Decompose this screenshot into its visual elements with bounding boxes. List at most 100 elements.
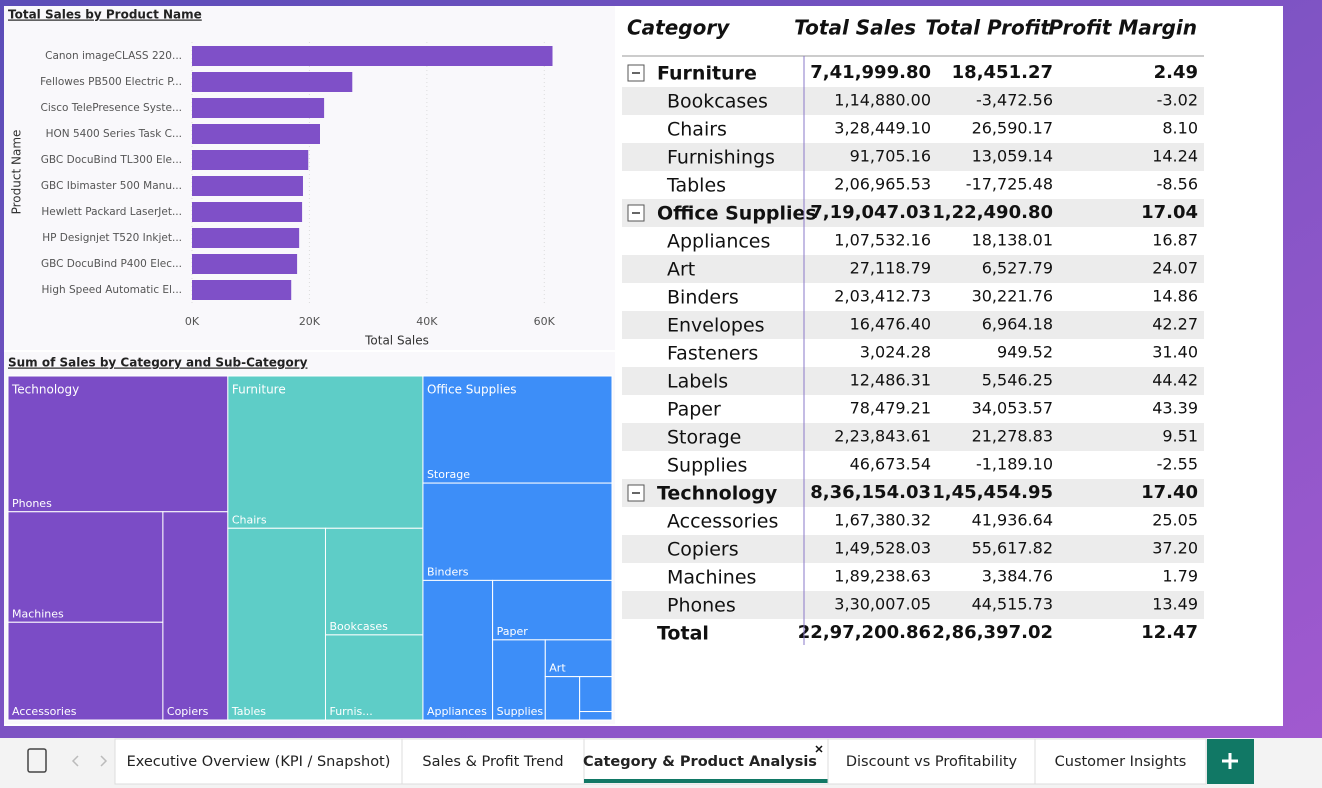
- sub-name: Furnishings: [667, 147, 775, 169]
- cell: -3.02: [1157, 91, 1198, 110]
- cell: 26,590.17: [972, 119, 1053, 138]
- cell: 41,936.64: [972, 511, 1053, 530]
- cell: -3,472.56: [976, 91, 1053, 110]
- sub-name: Labels: [667, 371, 728, 393]
- tile-label: Accessories: [12, 705, 77, 718]
- cell: 1.79: [1162, 567, 1198, 586]
- y-axis-title: Product Name: [10, 130, 24, 215]
- tab-label[interactable]: Category & Product Analysis: [583, 754, 817, 770]
- cell: 1,22,490.80: [932, 202, 1053, 223]
- bar: [192, 46, 553, 66]
- tab-label[interactable]: Sales & Profit Trend: [422, 754, 563, 770]
- cell: 25.05: [1152, 511, 1198, 530]
- sub-name: Chairs: [667, 119, 727, 141]
- bar: [192, 280, 292, 300]
- tab-close[interactable]: [815, 745, 823, 753]
- tab-underline: [584, 779, 828, 783]
- tab[interactable]: [827, 738, 1036, 785]
- row-band: [622, 367, 1204, 395]
- group-label: Office Supplies: [427, 383, 517, 397]
- cell: 30,221.76: [972, 287, 1053, 306]
- tab[interactable]: [1034, 738, 1207, 785]
- bar-chart: Total Sales by Product Name 0K 20K 40K 60K To…: [8, 8, 556, 348]
- sub-name: Copiers: [667, 539, 739, 561]
- cell: 3,28,449.10: [834, 119, 931, 138]
- y-tick-label: HP Designjet T520 Inkjet...: [42, 232, 182, 244]
- y-tick-label: GBC DocuBind TL300 Ele...: [41, 154, 182, 166]
- cell: 24.07: [1152, 259, 1198, 278]
- cell: 8.10: [1162, 119, 1198, 138]
- treemap-tile: [324, 634, 424, 721]
- bar: [192, 98, 325, 118]
- x-tick-label: 60K: [534, 315, 556, 328]
- group-name: Technology: [657, 483, 778, 505]
- treemap-tile: [544, 676, 581, 721]
- cell: 1,89,238.63: [834, 567, 931, 586]
- sub-name: Binders: [667, 287, 739, 309]
- cell: 7,41,999.80: [810, 62, 931, 83]
- sub-name: Appliances: [667, 231, 770, 253]
- cell: 14.86: [1152, 287, 1198, 306]
- tile-label: Paper: [497, 625, 529, 638]
- tab-prev[interactable]: [71, 755, 79, 767]
- tab[interactable]: [114, 738, 403, 785]
- tile-label: Chairs: [232, 513, 267, 526]
- tab[interactable]: [401, 738, 585, 785]
- column-header: Total Sales: [794, 16, 916, 40]
- sub-name: Phones: [667, 595, 736, 617]
- cell: 2.49: [1154, 62, 1198, 83]
- treemap-tile: [162, 511, 229, 721]
- tab-label[interactable]: Discount vs Profitability: [846, 754, 1018, 770]
- cell: 8,36,154.03: [810, 482, 931, 503]
- treemap-tile: [422, 579, 494, 721]
- sub-name: Fasteners: [667, 343, 758, 365]
- bar: [192, 228, 300, 248]
- group-label: Technology: [11, 383, 79, 397]
- cell: -2.55: [1157, 455, 1198, 474]
- cell: 17.04: [1141, 202, 1198, 223]
- tab-label[interactable]: Customer Insights: [1055, 754, 1187, 770]
- cell: 14.24: [1152, 147, 1198, 166]
- cell: -17,725.48: [966, 175, 1053, 194]
- tile-label: Phones: [12, 497, 52, 510]
- row-band: [622, 199, 1204, 227]
- treemap-tile: [492, 639, 546, 721]
- column-header: Total Profit: [925, 16, 1051, 40]
- y-tick-label: Hewlett Packard LaserJet...: [41, 206, 182, 218]
- cell: 1,07,532.16: [834, 231, 931, 250]
- x-axis-title: Total Sales: [364, 334, 429, 348]
- treemap-tile: [422, 375, 613, 484]
- sub-name: Accessories: [667, 511, 778, 533]
- tile-label: Machines: [12, 607, 64, 620]
- tile-label: Tables: [231, 705, 266, 718]
- tab-label[interactable]: Executive Overview (KPI / Snapshot): [127, 754, 391, 770]
- row-band: [622, 87, 1204, 115]
- chart-title: Total Sales by Product Name: [8, 8, 202, 22]
- mobile-layout-icon[interactable]: [27, 748, 47, 773]
- bar: [192, 72, 353, 92]
- cell: 44.42: [1152, 371, 1198, 390]
- bar: [192, 254, 298, 274]
- x-tick-label: 0K: [185, 315, 200, 328]
- cell: 46,673.54: [850, 455, 931, 474]
- cell: 2,03,412.73: [834, 287, 931, 306]
- sub-name: Art: [667, 259, 695, 281]
- new-page-plus[interactable]: [1222, 753, 1238, 769]
- cell: 78,479.21: [850, 399, 931, 418]
- cell: 3,384.76: [982, 567, 1053, 586]
- tile-label: Art: [549, 662, 566, 675]
- cell: 6,964.18: [982, 315, 1053, 334]
- y-tick-label: Cisco TelePresence Syste...: [40, 102, 182, 114]
- y-tick-label: Fellowes PB500 Electric P...: [40, 76, 182, 88]
- cell: 22,97,200.86: [798, 622, 931, 643]
- treemap-tile: [7, 621, 164, 721]
- cell: 7,19,047.03: [810, 202, 931, 223]
- tile-label: Appliances: [427, 705, 487, 718]
- tab-next[interactable]: [100, 755, 108, 767]
- y-tick-label: High Speed Automatic El...: [42, 284, 182, 296]
- row-band: [622, 311, 1204, 339]
- cell: 2,86,397.02: [932, 622, 1053, 643]
- treemap-tile: [324, 527, 424, 636]
- chart-title: Sum of Sales by Category and Sub-Categor…: [8, 356, 308, 370]
